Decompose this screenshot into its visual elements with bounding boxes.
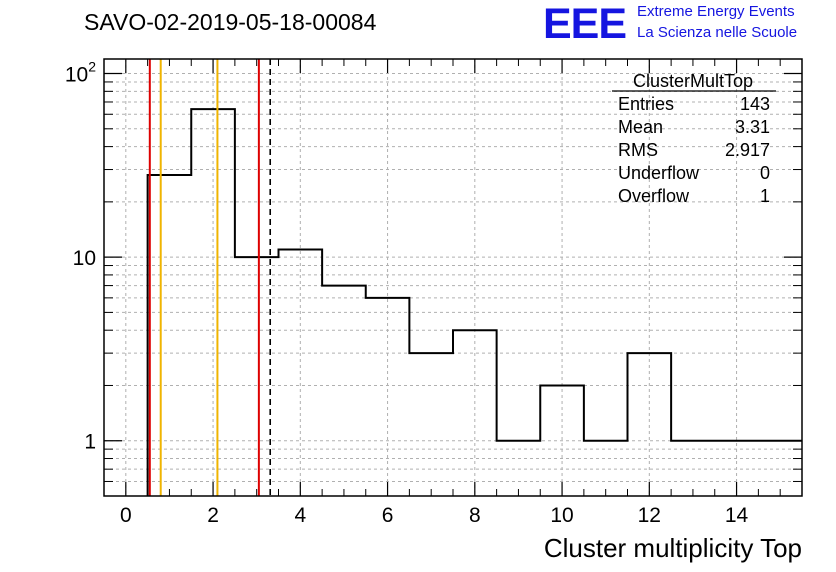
stats-row-value: 143 [740, 94, 770, 114]
stats-row-label: Underflow [618, 163, 700, 183]
stats-name: ClusterMultTop [633, 71, 753, 91]
tick-layer [103, 59, 803, 496]
x-tick-label: 12 [638, 504, 661, 527]
stats-row-label: Mean [618, 117, 663, 137]
histogram-bin [279, 250, 323, 496]
x-tick-label: 0 [120, 504, 132, 527]
x-tick-label: 6 [382, 504, 394, 527]
eee-logo-line1: Extreme Energy Events [637, 3, 795, 20]
histogram-bin [322, 286, 366, 496]
histogram-bin [191, 109, 235, 496]
stats-row-label: Entries [618, 94, 674, 114]
histogram-bin [584, 441, 628, 496]
eee-logo-line2: La Scienza nelle Scuole [637, 24, 798, 41]
x-tick-label: 2 [207, 504, 219, 527]
histogram-layer [146, 108, 802, 496]
histogram-bin [628, 353, 672, 496]
marker-lines-layer [148, 59, 272, 496]
plot-title: SAVO-02-2019-05-18-00084 [84, 9, 377, 35]
histogram-bin [409, 353, 453, 496]
x-tick-label: 14 [725, 504, 749, 527]
x-tick-label: 8 [469, 504, 481, 527]
histogram-bin [453, 330, 497, 496]
histogram-bin [366, 298, 410, 496]
y-tick-label: 102 [65, 59, 96, 87]
stats-row-value: 0 [760, 163, 770, 183]
histogram-bin [540, 385, 584, 496]
x-axis-label: Cluster multiplicity Top [543, 533, 802, 563]
histogram-bin [148, 175, 192, 496]
stats-row-value: 2.917 [725, 140, 770, 160]
histogram-bin [497, 441, 541, 496]
x-tick-label: 4 [294, 504, 306, 527]
y-tick-label: 10 [73, 247, 96, 270]
stats-row-label: RMS [618, 140, 658, 160]
x-tick-label: 10 [550, 504, 573, 527]
stats-box: ClusterMultTop Entries 143 Mean 3.31 RMS 2.91… [612, 71, 776, 206]
eee-logo: EEE [543, 0, 627, 48]
histogram-outline [146, 108, 802, 496]
y-tick-exponent: 2 [88, 59, 96, 75]
histogram-bin [235, 257, 279, 496]
stats-row-value: 3.31 [735, 117, 770, 137]
stats-row-value: 1 [760, 186, 770, 206]
stats-row-label: Overflow [618, 186, 690, 206]
y-tick-label: 1 [84, 431, 96, 454]
grid-layer [104, 59, 802, 496]
